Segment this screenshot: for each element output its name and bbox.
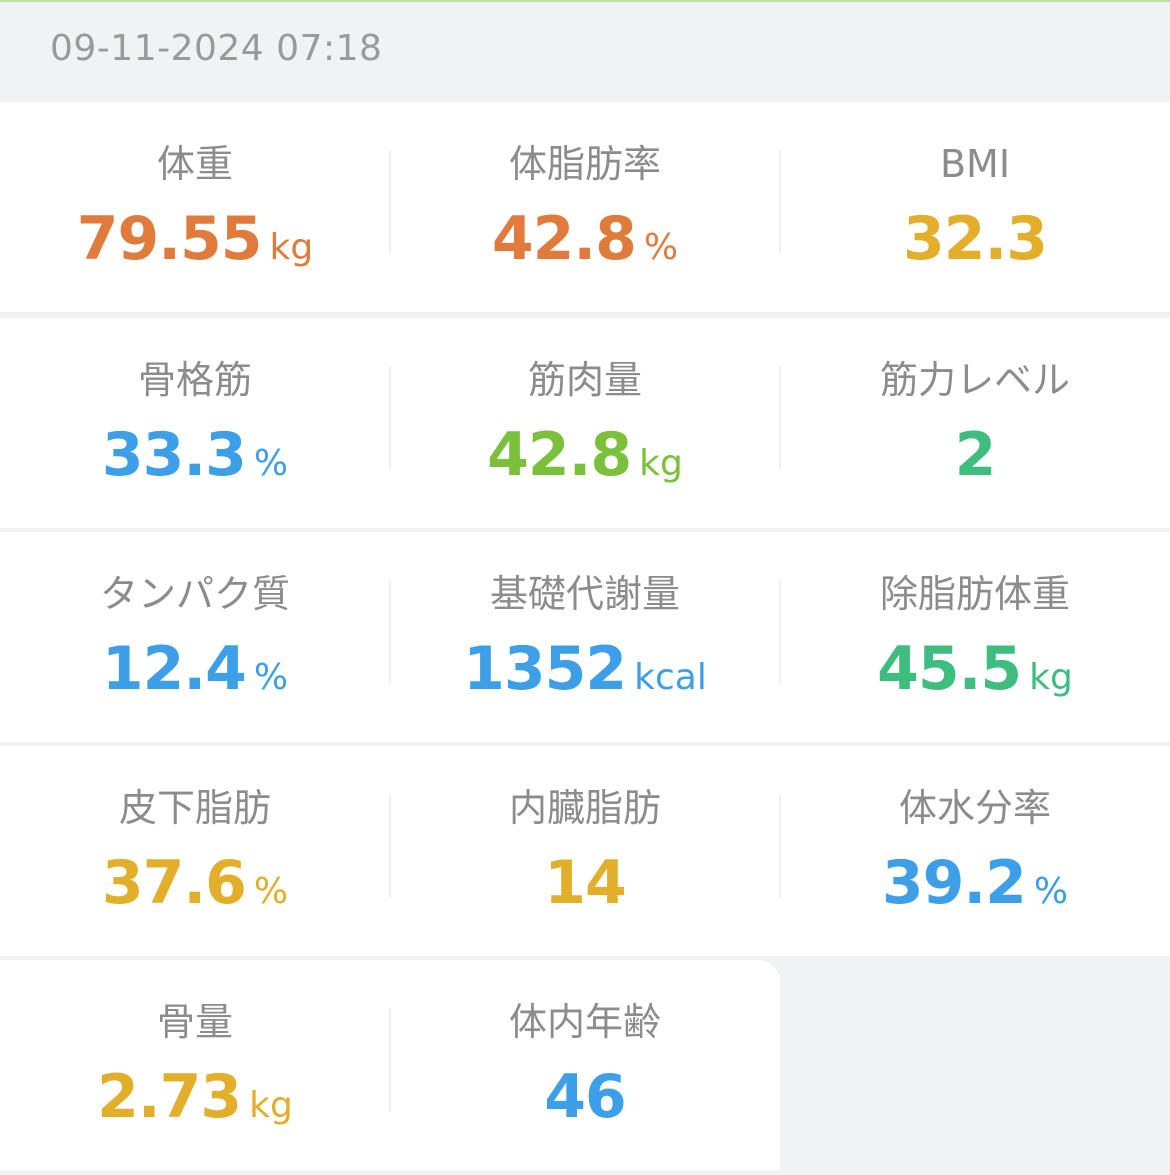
divider: [389, 794, 391, 898]
metric-value: 46: [544, 1062, 626, 1132]
metric-label: 体重: [156, 142, 233, 186]
top-accent-line: [0, 0, 1170, 2]
metric-label: 骨格筋: [137, 358, 252, 402]
metrics-row: 体重 79.55 kg 体脂肪率 42.8% BMI 32.3: [0, 102, 1170, 312]
metric-label: BMI: [939, 142, 1011, 186]
metric-label: 内臓脂肪: [508, 786, 661, 830]
metrics-row: タンパク質 12.4% 基礎代謝量 1352 kcal 除脂肪体重 45.5 kg: [0, 532, 1170, 742]
metric-label: 骨量: [156, 1000, 233, 1044]
metric-unit: %: [253, 657, 289, 698]
metric-label: 皮下脂肪: [118, 786, 271, 830]
metric-label: 筋力レベル: [879, 358, 1070, 402]
metric-lean-body-mass[interactable]: 除脂肪体重 45.5 kg: [780, 532, 1170, 742]
metric-value: 1352: [463, 634, 627, 704]
metric-subcutaneous-fat[interactable]: 皮下脂肪 37.6%: [0, 746, 390, 956]
metric-muscle-mass[interactable]: 筋肉量 42.8 kg: [390, 318, 780, 528]
metric-label: 筋肉量: [527, 358, 642, 402]
metric-value: 2: [954, 420, 997, 490]
divider: [779, 794, 781, 898]
metric-unit: %: [253, 871, 289, 912]
metrics-row: 皮下脂肪 37.6% 内臓脂肪 14 体水分率 39.2%: [0, 746, 1170, 956]
divider: [779, 150, 781, 254]
metric-unit: kg: [249, 1085, 293, 1126]
metric-unit: %: [643, 227, 679, 268]
metric-body-age[interactable]: 体内年齢 46: [390, 960, 780, 1170]
metric-label: 基礎代謝量: [489, 572, 680, 616]
metric-strength-level[interactable]: 筋力レベル 2: [780, 318, 1170, 528]
metric-visceral-fat[interactable]: 内臓脂肪 14: [390, 746, 780, 956]
metric-unit: kg: [1029, 657, 1073, 698]
divider: [389, 580, 391, 684]
metric-skeletal-muscle[interactable]: 骨格筋 33.3%: [0, 318, 390, 528]
metric-protein[interactable]: タンパク質 12.4%: [0, 532, 390, 742]
metric-label: 体脂肪率: [508, 142, 661, 186]
metric-value: 2.73: [97, 1062, 242, 1132]
metric-value: 37.6: [101, 848, 247, 918]
metrics-row: 骨格筋 33.3% 筋肉量 42.8 kg 筋力レベル 2: [0, 318, 1170, 528]
metric-value: 12.4: [101, 634, 247, 704]
divider: [389, 366, 391, 470]
metric-unit: kcal: [634, 657, 707, 698]
metric-value: 45.5: [877, 634, 1022, 704]
metric-value: 39.2: [881, 848, 1027, 918]
measurement-datetime: 09-11-2024 07:18: [50, 28, 383, 69]
metric-weight[interactable]: 体重 79.55 kg: [0, 102, 390, 312]
divider: [389, 1008, 391, 1112]
metric-label: 除脂肪体重: [879, 572, 1070, 616]
metric-basal-metabolism[interactable]: 基礎代謝量 1352 kcal: [390, 532, 780, 742]
metric-unit: %: [1033, 871, 1069, 912]
divider: [389, 150, 391, 254]
divider: [779, 580, 781, 684]
metric-unit: %: [253, 443, 289, 484]
metric-bone-mass[interactable]: 骨量 2.73 kg: [0, 960, 390, 1170]
metric-body-water[interactable]: 体水分率 39.2%: [780, 746, 1170, 956]
metric-value: 32.3: [902, 204, 1048, 274]
metric-unit: kg: [269, 227, 314, 268]
divider: [779, 366, 781, 470]
metric-value: 14: [544, 848, 626, 918]
metric-body-fat-rate[interactable]: 体脂肪率 42.8%: [390, 102, 780, 312]
metric-value: 42.8: [491, 204, 637, 274]
metric-label: 体水分率: [898, 786, 1051, 830]
metric-label: タンパク質: [99, 572, 290, 616]
metric-unit: kg: [639, 443, 683, 484]
metric-label: 体内年齢: [508, 1000, 661, 1044]
metric-value: 42.8: [487, 420, 632, 490]
metric-value: 79.55: [76, 204, 263, 274]
metrics-row: 骨量 2.73 kg 体内年齢 46: [0, 960, 780, 1170]
metric-bmi[interactable]: BMI 32.3: [780, 102, 1170, 312]
metric-value: 33.3: [101, 420, 247, 490]
